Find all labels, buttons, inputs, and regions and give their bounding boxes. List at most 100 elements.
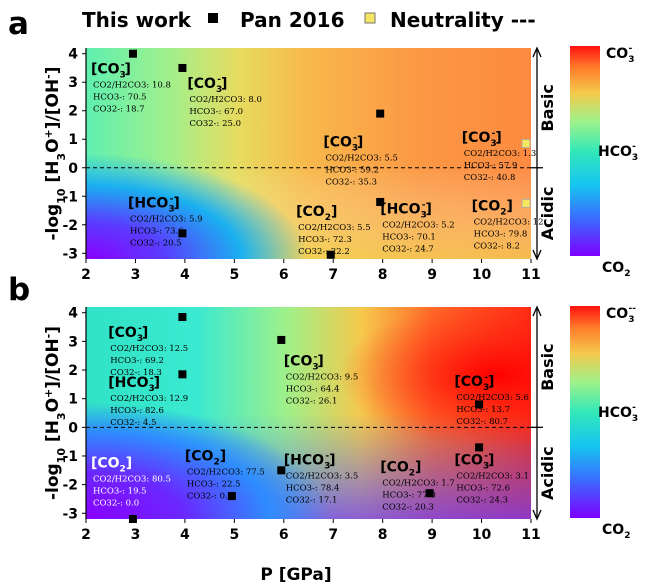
legend-pan2016: Pan 2016 — [240, 8, 344, 32]
region-basic-label: Basic — [538, 343, 557, 390]
x-tick-label: 5 — [229, 267, 239, 283]
this-work-point — [128, 49, 137, 58]
species-title: [CO3-] — [187, 75, 227, 95]
arrow-head-down — [532, 509, 542, 521]
y-tick-label: 1 — [68, 392, 78, 408]
species-fraction: CO2/H2CO3: 1.3 — [464, 149, 537, 159]
species-fraction: CO2/H2CO3: 12.9 — [110, 394, 188, 404]
species-fraction: CO32-: 8.2 — [474, 242, 520, 252]
x-tick-label: 6 — [279, 267, 289, 283]
region-acidic-label: Acidic — [538, 446, 557, 500]
arrow-head-up — [532, 305, 542, 317]
species-title: [CO3-] — [462, 129, 502, 149]
x-tick-label: 7 — [328, 267, 338, 283]
colorbar-bottom-label: CO2 — [602, 522, 630, 541]
species-annotation: [CO2]CO2/H2CO3: 1.7 HCO3-: 77.0 CO32-: 20.… — [380, 460, 455, 513]
species-fraction: CO2/H2CO3: 8.0 — [189, 95, 262, 105]
this-work-point — [475, 400, 484, 409]
colorbar-a — [570, 46, 600, 256]
species-fraction: CO2/H2CO3: 5.5 — [325, 153, 398, 163]
species-fraction: HCO3-: 72.6 — [456, 484, 510, 494]
this-work-point — [178, 313, 187, 322]
y-tick-label: 3 — [68, 334, 78, 350]
species-fraction: HCO3-: 57.9 — [464, 161, 518, 171]
species-fraction: CO32-: 35.3 — [325, 177, 377, 187]
x-tick-label: 8 — [378, 267, 388, 283]
species-fraction: CO2/H2CO3: 12. — [474, 218, 547, 228]
species-fraction: CO32-: 18.3 — [110, 368, 162, 378]
panel-a — [86, 48, 531, 259]
species-fraction: CO2/H2CO3: 80.5 — [93, 474, 171, 484]
x-tick-label: 9 — [427, 527, 437, 543]
y-tick-label: 0 — [68, 420, 78, 436]
species-title: [CO2] — [91, 455, 132, 474]
region-basic-label: Basic — [538, 84, 557, 131]
species-annotation: [HCO3-]CO2/H2CO3: 5.2 HCO3-: 70.1 CO32-: 2… — [380, 200, 455, 254]
colorbar-bottom-label: CO2 — [602, 260, 630, 279]
x-tick-label: 7 — [328, 527, 338, 543]
species-fraction: HCO3-: 70.5 — [93, 93, 147, 103]
species-fraction: CO2/H2CO3: 5.2 — [382, 220, 455, 230]
species-fraction: CO32-: 80.7 — [456, 417, 508, 427]
this-work-point — [326, 250, 335, 259]
species-fraction: CO32-: 20.5 — [130, 239, 182, 249]
this-work-point — [277, 466, 286, 475]
this-work-point — [376, 109, 385, 118]
y-tick-label: -1 — [62, 189, 78, 205]
x-tick-label: 11 — [521, 267, 540, 283]
species-title: [HCO3-] — [380, 200, 432, 220]
x-tick-label: 8 — [378, 527, 388, 543]
species-fraction: CO32-: 22.2 — [298, 247, 350, 257]
species-fraction: CO32-: 24.3 — [456, 496, 508, 506]
species-fraction: HCO3-: 70.1 — [382, 232, 436, 242]
species-fraction: CO2/H2CO3: 10.8 — [93, 81, 171, 91]
species-title: [CO2] — [185, 448, 226, 467]
species-fraction: HCO3-: 82.6 — [110, 406, 164, 416]
species-title: [CO3-] — [323, 133, 363, 153]
species-fraction: CO2/H2CO3: 5.9 — [130, 215, 203, 225]
y-tick-label: 2 — [68, 104, 78, 120]
x-tick-label: 3 — [131, 527, 141, 543]
species-fraction: HCO3-: 79.8 — [474, 230, 528, 240]
species-fraction: CO32-: 40.8 — [464, 173, 516, 183]
pan2016-point — [521, 139, 531, 148]
x-tick-label: 4 — [180, 527, 190, 543]
species-title: [CO3-] — [91, 61, 131, 81]
x-tick-label: 6 — [279, 527, 289, 543]
y-axis-label: -log10 [H3O+]/[OH-] — [42, 326, 68, 500]
arrow-head-down — [532, 249, 542, 261]
species-fraction: CO2/H2CO3: 9.5 — [286, 373, 359, 383]
y-tick-label: -3 — [62, 506, 78, 522]
species-title: [CO3-] — [108, 324, 148, 344]
legend-this-work: This work — [82, 8, 192, 32]
this-work-point — [277, 335, 286, 344]
y-tick-label: -1 — [62, 449, 78, 465]
species-fraction: CO32-: 26.1 — [286, 397, 338, 407]
species-annotation: [CO3-]CO2/H2CO3: 8.0 HCO3-: 67.0 CO32-: 25… — [187, 75, 262, 129]
legend-pan2016-marker — [364, 12, 376, 24]
species-title: [HCO3-] — [284, 452, 336, 472]
species-annotation: [CO3-]CO2/H2CO3: 5.6 HCO3-: 13.7 CO32-: 80… — [454, 373, 529, 427]
x-tick-label: 3 — [131, 267, 141, 283]
species-title: [HCO3-] — [108, 374, 160, 394]
species-fraction: CO32-: 20.3 — [382, 503, 434, 513]
this-work-point — [376, 197, 385, 206]
species-fraction: CO2/H2CO3: 5.6 — [456, 393, 529, 403]
this-work-point — [178, 63, 187, 72]
x-tick-label: 10 — [472, 267, 492, 283]
species-fraction: HCO3-: 77.0 — [382, 491, 436, 501]
species-fraction: CO32-: 17.1 — [286, 496, 338, 506]
species-annotation: [CO3-]CO2/H2CO3: 5.5 HCO3-: 59.2 CO32-: 35… — [323, 133, 398, 187]
y-tick-label: -2 — [62, 478, 78, 494]
species-fraction: CO2/H2CO3: 3.5 — [286, 472, 359, 482]
species-annotation: [CO2]CO2/H2CO3: 80.5 HCO3-: 19.5 CO32-: 0.… — [91, 455, 171, 508]
species-annotation: [CO2]CO2/H2CO3: 12. HCO3-: 79.8 CO32-: 8.2 — [472, 199, 547, 252]
species-title: [HCO3-] — [128, 195, 180, 215]
species-annotation: [CO3-]CO2/H2CO3: 3.1 HCO3-: 72.6 CO32-: 24… — [454, 452, 529, 506]
species-fraction: CO32-: 24.7 — [382, 244, 434, 254]
species-title: [CO2] — [380, 460, 421, 479]
colorbar-top-label: CO3-- — [606, 304, 636, 325]
this-work-point — [227, 492, 236, 501]
species-fraction: HCO3-: 19.5 — [93, 486, 147, 496]
